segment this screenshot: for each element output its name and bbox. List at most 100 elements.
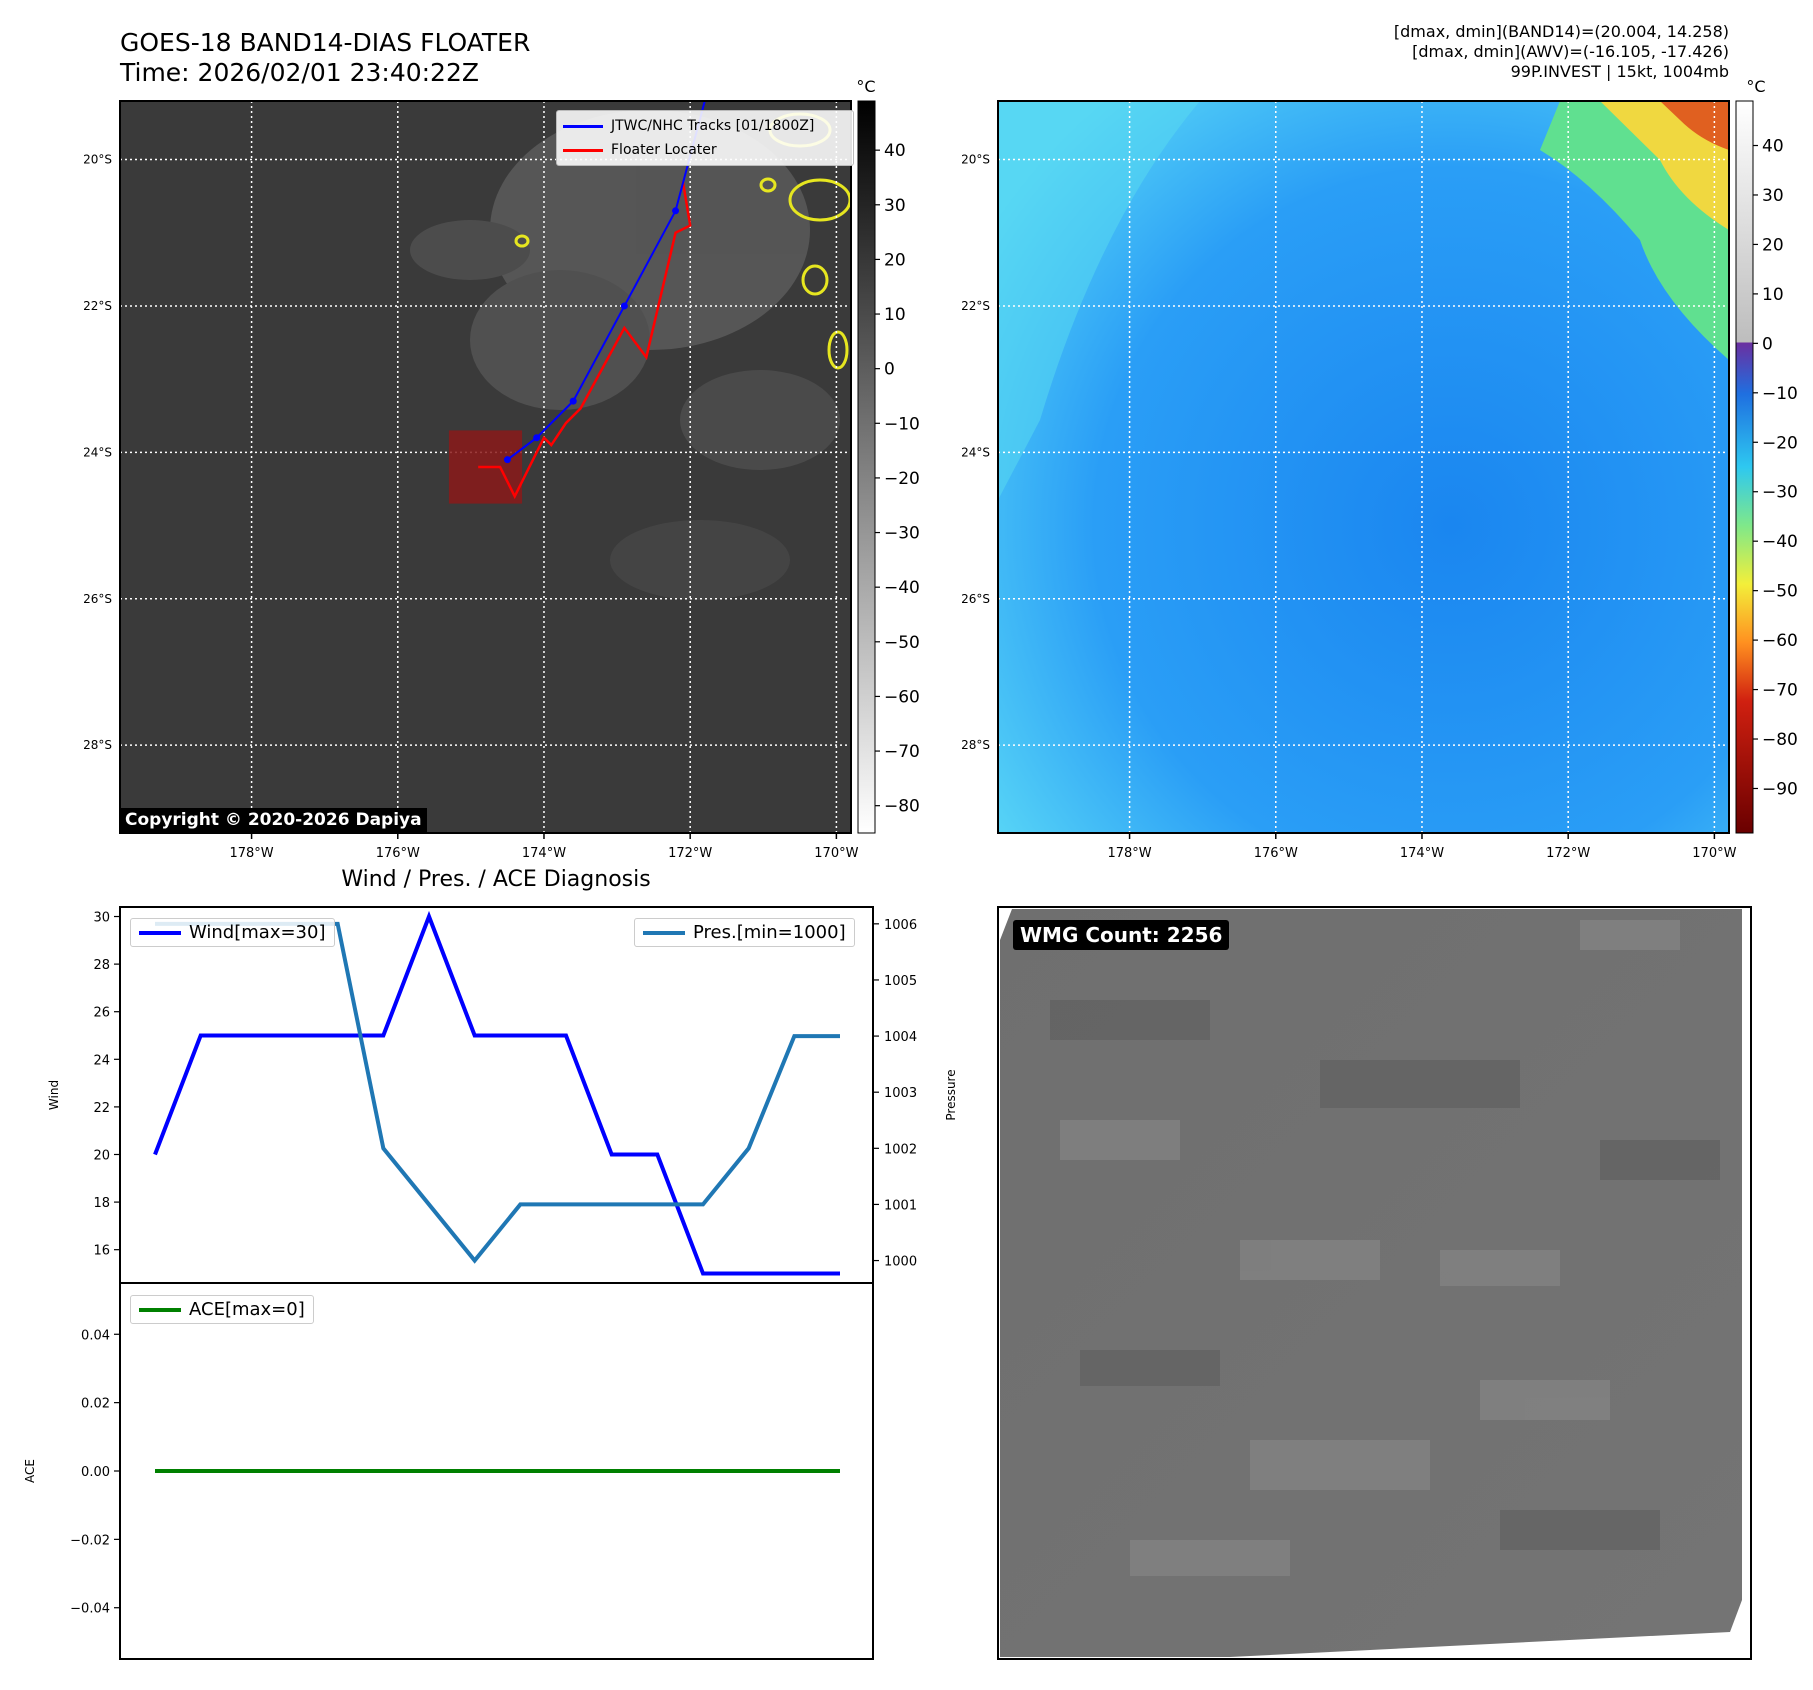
pressure-legend: Pres.[min=1000]: [634, 918, 855, 947]
ir-longitude-ticks: 178°W 176°W 174°W 172°W 170°W: [229, 833, 859, 861]
lon-tick-label: 174°W: [522, 846, 566, 861]
pressure-y-ticks: 1006 1005 1004 1003 1002 1001 1000: [873, 918, 917, 1270]
ace-y-tick-label: 0.00: [81, 1465, 110, 1480]
lon-tick-label: 170°W: [814, 846, 858, 861]
lat-tick-label: 24°S: [83, 445, 112, 459]
colorbar-tick-label: 0: [884, 360, 895, 380]
wind-legend-label: Wind[max=30]: [189, 922, 326, 943]
colorbar-tick-label: −70: [884, 742, 920, 762]
wind-series-line: [153, 910, 840, 1276]
colorbar-tick-label: 0: [1762, 334, 1773, 354]
awv-very-dry-region-ne: [1660, 101, 1729, 150]
ir-tracks: [448, 100, 706, 504]
wind-axis-label: Wind: [47, 1080, 61, 1110]
colorbar-tick-label: 30: [884, 196, 906, 216]
pressure-y-tick-label: 1005: [884, 974, 917, 989]
awv-map-background: [998, 101, 1729, 833]
ace-y-tick-label: 0.02: [81, 1397, 110, 1412]
map-legend: JTWC/NHC Tracks [01/1800Z] Floater Locat…: [556, 110, 854, 166]
colorbar-tick-label: 20: [884, 250, 906, 270]
legend-tracks-entry: JTWC/NHC Tracks [01/1800Z]: [563, 114, 847, 138]
ace-y-tick-label: −0.02: [70, 1533, 110, 1548]
legend-locater-label: Floater Locater: [611, 142, 717, 158]
pressure-legend-swatch: [643, 930, 685, 935]
wind-y-tick-label: 24: [93, 1053, 110, 1068]
jtwc-track-point: [569, 397, 577, 405]
ir-colorbar-ticks: 40 30 20 10 0 −10 −20 −30 −40 −50 −60 −70 −80: [875, 141, 920, 817]
lat-tick-label: 22°S: [961, 299, 990, 313]
lon-tick-label: 178°W: [229, 846, 273, 861]
colorbar-tick-label: −50: [884, 633, 920, 653]
awv-map-panel: 178°W 176°W 174°W 172°W 170°W 20°S 22°S 24°S 26…: [961, 77, 1798, 861]
lat-tick-label: 24°S: [961, 445, 990, 459]
wind-y-tick-label: 26: [93, 1006, 110, 1021]
pressure-y-tick-label: 1004: [884, 1030, 917, 1045]
lon-tick-label: 170°W: [1692, 846, 1736, 861]
tracks-swatch: [563, 124, 603, 128]
title-line-1: GOES-18 BAND14-DIAS FLOATER: [120, 28, 531, 57]
ir-map-panel: 178°W 176°W 174°W 172°W 170°W 20°S 22°S 24°S 26…: [83, 77, 920, 861]
colorbar-tick-label: −10: [884, 414, 920, 434]
legend-tracks-label: JTWC/NHC Tracks [01/1800Z]: [611, 118, 815, 134]
lat-tick-label: 20°S: [961, 153, 990, 167]
wind-y-tick-label: 30: [93, 911, 110, 926]
wind-pressure-chart: Wind / Pres. / ACE Diagnosis 30 28 26 24 22 2…: [47, 867, 958, 1284]
info-block: [dmax, dmin](BAND14)=(20.004, 14.258) [d…: [1394, 22, 1729, 82]
wind-y-tick-label: 28: [93, 958, 110, 973]
locater-swatch: [563, 148, 603, 152]
awv-longitude-ticks: 178°W 176°W 174°W 172°W 170°W: [1107, 833, 1737, 861]
colorbar-tick-label: −90: [1762, 779, 1798, 799]
colorbar-tick-label: −20: [1762, 433, 1798, 453]
colorbar-tick-label: 20: [1762, 235, 1784, 255]
wind-y-ticks: 30 28 26 24 22 20 18 16: [93, 911, 120, 1259]
colorbar-tick-label: 40: [884, 141, 906, 161]
colorbar-tick-label: 40: [1762, 137, 1784, 157]
wind-y-tick-label: 16: [93, 1244, 110, 1259]
ir-map-frame: [119, 100, 852, 834]
info-line-2: [dmax, dmin](AWV)=(-16.105, -17.426): [1412, 42, 1729, 61]
floater-locater-line: [478, 181, 692, 500]
colorbar-tick-label: 10: [884, 305, 906, 325]
awv-latitude-ticks: 20°S 22°S 24°S 26°S 28°S: [961, 153, 990, 753]
colorbar-tick-label: −10: [1762, 384, 1798, 404]
figure-title: GOES-18 BAND14-DIAS FLOATER Time: 2026/0…: [120, 28, 530, 88]
colorbar-tick-label: −80: [1762, 730, 1798, 750]
ir-colorbar-unit: °C: [856, 77, 875, 96]
info-line-1: [dmax, dmin](BAND14)=(20.004, 14.258): [1393, 22, 1729, 41]
colorbar-tick-label: −70: [1762, 681, 1798, 701]
info-line-3: 99P.INVEST | 15kt, 1004mb: [1510, 62, 1729, 81]
pressure-y-tick-label: 1002: [884, 1142, 917, 1157]
wind-legend-swatch: [139, 930, 181, 935]
colorbar-tick-label: −40: [884, 578, 920, 598]
copyright-badge: Copyright © 2020-2026 Dapiya: [120, 808, 427, 832]
wind-y-tick-label: 22: [93, 1101, 110, 1116]
colorbar-tick-label: −80: [884, 797, 920, 817]
jtwc-track-point: [620, 302, 628, 310]
wmg-image: [1000, 909, 1742, 1657]
lon-tick-label: 178°W: [1107, 846, 1151, 861]
colorbar-tick-label: −60: [884, 687, 920, 707]
wmg-dark-texture: [1050, 1000, 1720, 1550]
colorbar-tick-label: 30: [1762, 186, 1784, 206]
ace-axis-label: ACE: [23, 1459, 37, 1483]
awv-colorbar: [1735, 100, 1754, 834]
wmg-count-badge: WMG Count: 2256: [1013, 920, 1230, 950]
wind-y-tick-label: 20: [93, 1148, 110, 1163]
ace-y-tick-label: 0.04: [81, 1328, 110, 1343]
lon-tick-label: 174°W: [1400, 846, 1444, 861]
pressure-y-tick-label: 1001: [884, 1198, 917, 1213]
pressure-legend-label: Pres.[min=1000]: [693, 922, 846, 943]
wind-legend: Wind[max=30]: [130, 918, 335, 947]
ir-cloud-texture: [410, 110, 840, 600]
lon-tick-label: 172°W: [668, 846, 712, 861]
diagnosis-title: Wind / Pres. / ACE Diagnosis: [341, 867, 650, 892]
wind-plot-frame: [119, 906, 874, 1284]
lat-tick-label: 28°S: [83, 738, 112, 752]
colorbar-tick-label: −20: [884, 469, 920, 489]
lat-tick-label: 28°S: [961, 738, 990, 752]
lat-tick-label: 20°S: [83, 153, 112, 167]
lat-tick-label: 26°S: [83, 592, 112, 606]
colorbar-tick-label: −60: [1762, 631, 1798, 651]
colorbar-tick-label: −30: [884, 524, 920, 544]
